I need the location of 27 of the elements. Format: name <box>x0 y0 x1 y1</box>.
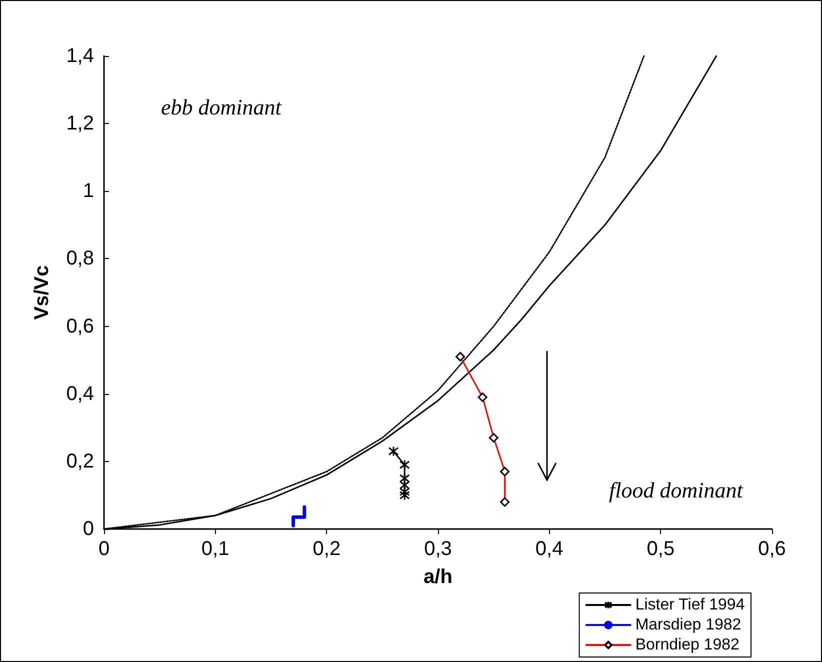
y-tick-label: 0,8 <box>66 248 94 270</box>
x-tick-label: 0,2 <box>312 538 341 560</box>
x-tick-label: 0,4 <box>535 538 564 560</box>
y-tick-label: 1 <box>82 180 94 202</box>
y-tick-label: 1,2 <box>66 112 94 135</box>
y-tick-label: 0 <box>82 518 94 540</box>
x-tick-label: 0 <box>98 538 110 560</box>
annotation: ebb dominant <box>161 94 282 120</box>
x-tick-label: 0,5 <box>646 538 675 560</box>
legend-label: Marsdiep 1982 <box>635 616 742 634</box>
annotation: flood dominant <box>609 478 744 502</box>
y-tick-label: 0,4 <box>66 382 94 405</box>
x-tick-label: 0,6 <box>758 538 786 560</box>
x-axis-title: a/h <box>424 566 452 588</box>
y-tick-label: 1,4 <box>66 45 94 67</box>
x-tick-label: 0,3 <box>424 538 452 560</box>
x-tick-label: 0,1 <box>201 538 230 560</box>
point <box>399 473 410 484</box>
y-tick-label: 0,6 <box>66 315 94 338</box>
point <box>388 446 399 457</box>
legend-label: Borndiep 1982 <box>635 636 740 654</box>
point <box>399 490 410 500</box>
y-axis-title: Vs/Vc <box>31 265 53 320</box>
y-tick-label: 0,2 <box>66 450 94 472</box>
legend-label: Lister Tief 1994 <box>635 596 745 614</box>
point <box>399 460 410 470</box>
point <box>399 480 410 490</box>
